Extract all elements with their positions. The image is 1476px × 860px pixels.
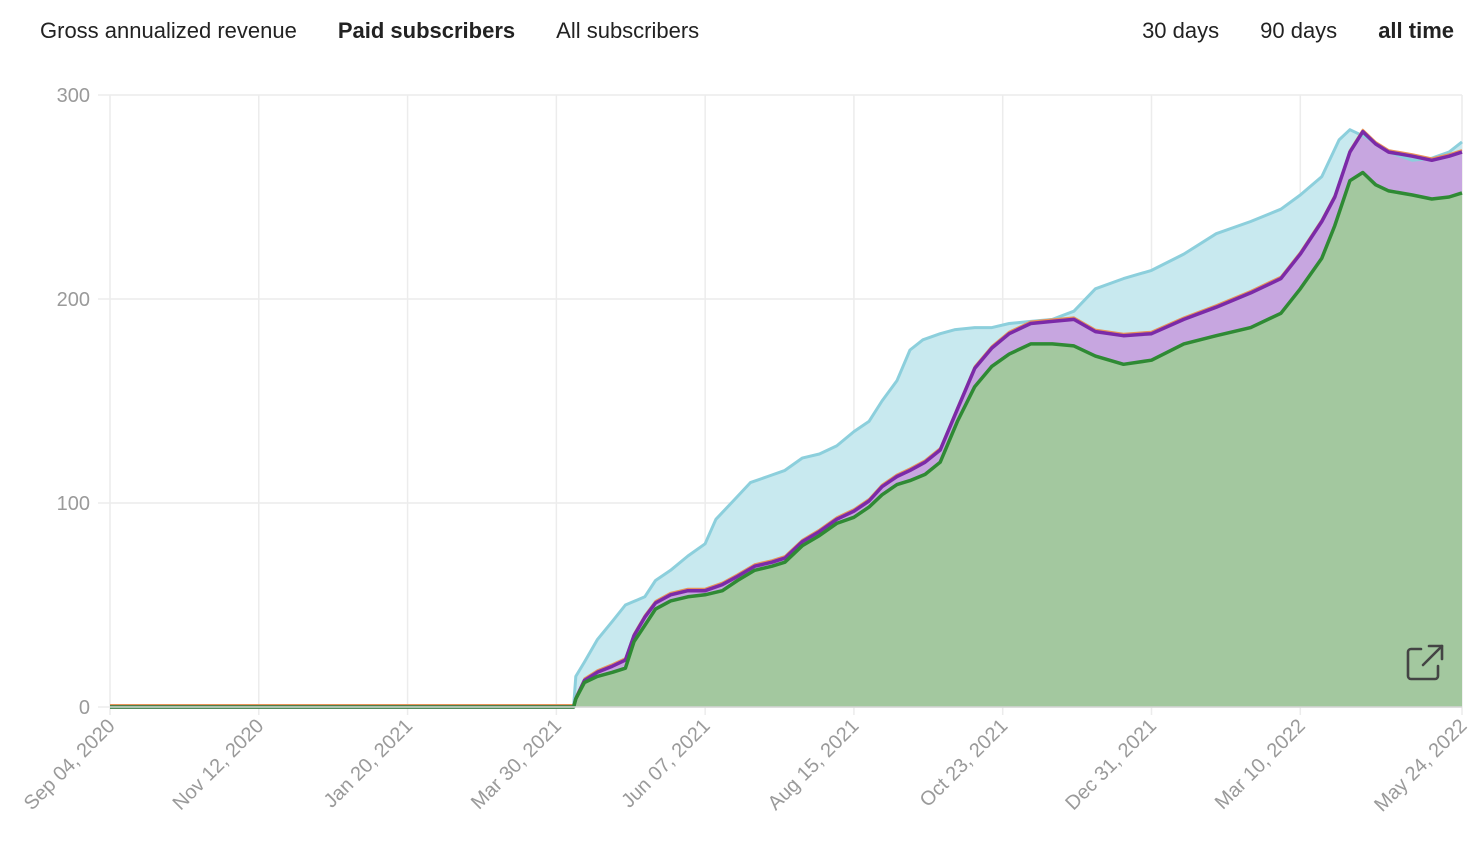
- inner-area: [110, 172, 1462, 707]
- x-tick-label: Mar 10, 2022: [1211, 715, 1310, 814]
- chart-areas: [110, 128, 1463, 709]
- x-tick-label: Jun 07, 2021: [617, 715, 714, 812]
- y-axis: 0 100 200 300: [57, 85, 1462, 719]
- x-tick-label: Jan 20, 2021: [320, 715, 417, 812]
- tab-gross-annualized-revenue[interactable]: Gross annualized revenue: [40, 18, 297, 43]
- outer-band-area: [110, 129, 1462, 707]
- range-90-days[interactable]: 90 days: [1260, 18, 1338, 43]
- x-tick-label: Sep 04, 2020: [20, 715, 120, 815]
- tab-paid-subscribers[interactable]: Paid subscribers: [337, 18, 516, 43]
- x-tick-label: Nov 12, 2020: [169, 715, 269, 815]
- x-tick-label: Aug 15, 2021: [764, 715, 864, 815]
- middle-series-line: [110, 129, 1463, 709]
- range-tabs: 30 days 90 days all time: [1101, 18, 1454, 44]
- y-tick-label: 100: [57, 493, 90, 515]
- x-tick-label: Dec 31, 2021: [1061, 715, 1161, 815]
- tab-all-subscribers[interactable]: All subscribers: [556, 18, 700, 43]
- x-tick-label: Oct 23, 2021: [916, 715, 1013, 812]
- y-tick-label: 0: [79, 697, 90, 719]
- range-30-days[interactable]: 30 days: [1142, 18, 1220, 43]
- x-tick-label: Mar 30, 2021: [467, 715, 566, 814]
- range-all-time[interactable]: all time: [1378, 18, 1454, 43]
- x-axis: Sep 04, 2020 Nov 12, 2020 Jan 20, 2021 Mar …: [20, 715, 1472, 816]
- metric-tabs: Gross annualized revenue Paid subscriber…: [40, 18, 740, 44]
- y-tick-label: 200: [57, 289, 90, 311]
- inner-series-line: [110, 170, 1463, 709]
- x-tick-label: May 24, 2022: [1370, 715, 1471, 816]
- external-link-icon[interactable]: [1405, 643, 1445, 683]
- y-tick-label: 300: [57, 85, 90, 107]
- outer-series-line: [110, 128, 1463, 709]
